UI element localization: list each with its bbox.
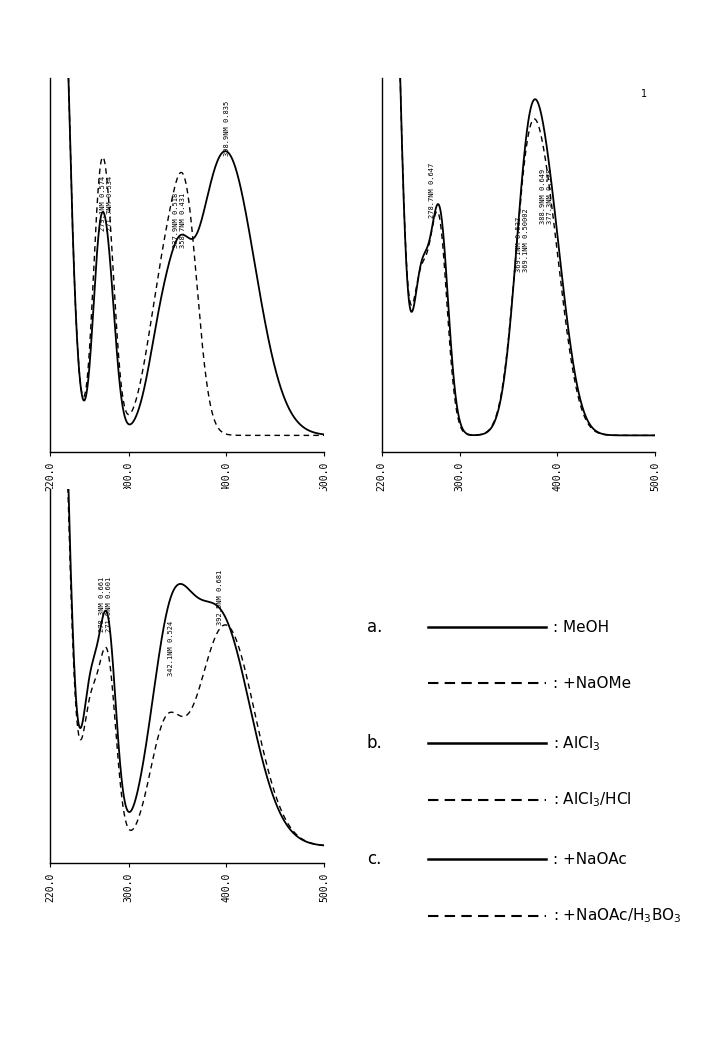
Text: 279.1NM 0.574
271.7NM 0.534: 279.1NM 0.574 271.7NM 0.534 bbox=[100, 176, 113, 231]
Text: a.: a. bbox=[366, 619, 382, 636]
Text: b.: b. bbox=[366, 734, 382, 752]
Text: : +NaOAc/H$_3$BO$_3$: : +NaOAc/H$_3$BO$_3$ bbox=[553, 906, 681, 925]
Text: 369.1NM 0.537
369.1NM 0.50002: 369.1NM 0.537 369.1NM 0.50002 bbox=[516, 208, 529, 272]
Text: 278.3NM 0.661
271.9NM 0.601: 278.3NM 0.661 271.9NM 0.601 bbox=[99, 576, 112, 631]
Text: 388.9NM 0.649
377.3NM 0.578: 388.9NM 0.649 377.3NM 0.578 bbox=[540, 170, 553, 225]
Text: 337.9NM 0.518
358.7NM 0.431: 337.9NM 0.518 358.7NM 0.431 bbox=[173, 193, 186, 249]
Text: 1: 1 bbox=[641, 89, 647, 99]
Text: 398.9NM 0.835: 398.9NM 0.835 bbox=[225, 101, 230, 156]
Text: 342.1NM 0.524: 342.1NM 0.524 bbox=[168, 621, 174, 676]
Text: 392.5NM 0.681: 392.5NM 0.681 bbox=[217, 570, 223, 625]
Text: 278.7NM 0.647: 278.7NM 0.647 bbox=[429, 162, 436, 217]
Text: : +NaOMe: : +NaOMe bbox=[553, 676, 631, 691]
Text: : AlCl$_3$/HCl: : AlCl$_3$/HCl bbox=[553, 790, 631, 809]
Text: : MeOH: : MeOH bbox=[553, 620, 609, 634]
Text: c.: c. bbox=[366, 851, 381, 868]
Text: : +NaOAc: : +NaOAc bbox=[553, 852, 627, 867]
Text: : AlCl$_3$: : AlCl$_3$ bbox=[553, 734, 600, 753]
